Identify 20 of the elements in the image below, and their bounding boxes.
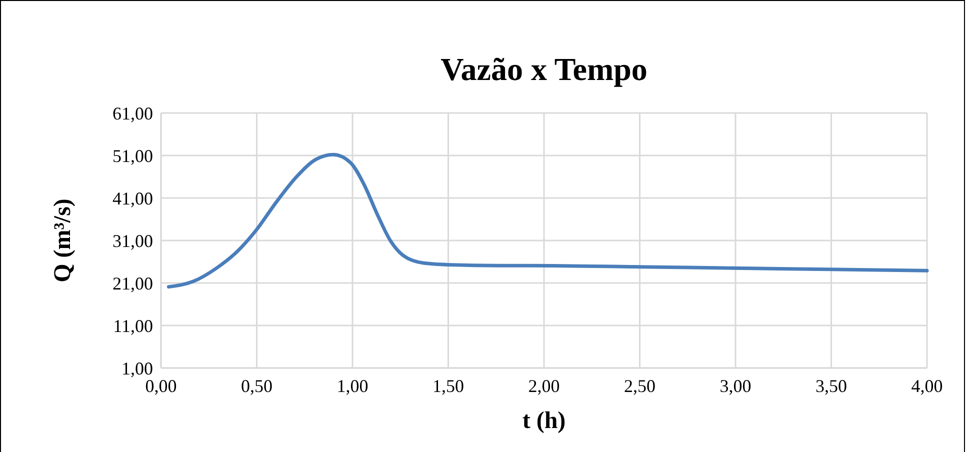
y-tick-label: 1,00 [122,358,153,378]
y-tick-label: 61,00 [112,103,153,124]
x-axis-title: t (h) [522,408,566,434]
y-tick-label: 31,00 [112,230,153,251]
x-tick-label: 2,50 [624,376,656,396]
y-axis-title: Q (m³/s) [50,198,76,282]
y-tick-label: 21,00 [112,273,153,294]
x-tick-label: 1,50 [432,376,464,396]
x-tick-label: 4,00 [911,376,943,396]
line-series [166,152,929,289]
x-tick-label: 0,00 [145,376,177,396]
chart-title: Vazão x Tempo [440,51,648,87]
y-tick-label: 41,00 [112,188,153,208]
x-tick-label: 1,00 [336,376,368,396]
x-tick-label: 3,00 [720,376,752,396]
y-tick-label: 51,00 [112,146,153,166]
x-tick-label: 2,00 [528,376,560,396]
x-tick-label: 0,50 [241,376,272,396]
x-tick-label: 3,50 [816,376,847,396]
y-tick-label: 11,00 [113,316,153,336]
